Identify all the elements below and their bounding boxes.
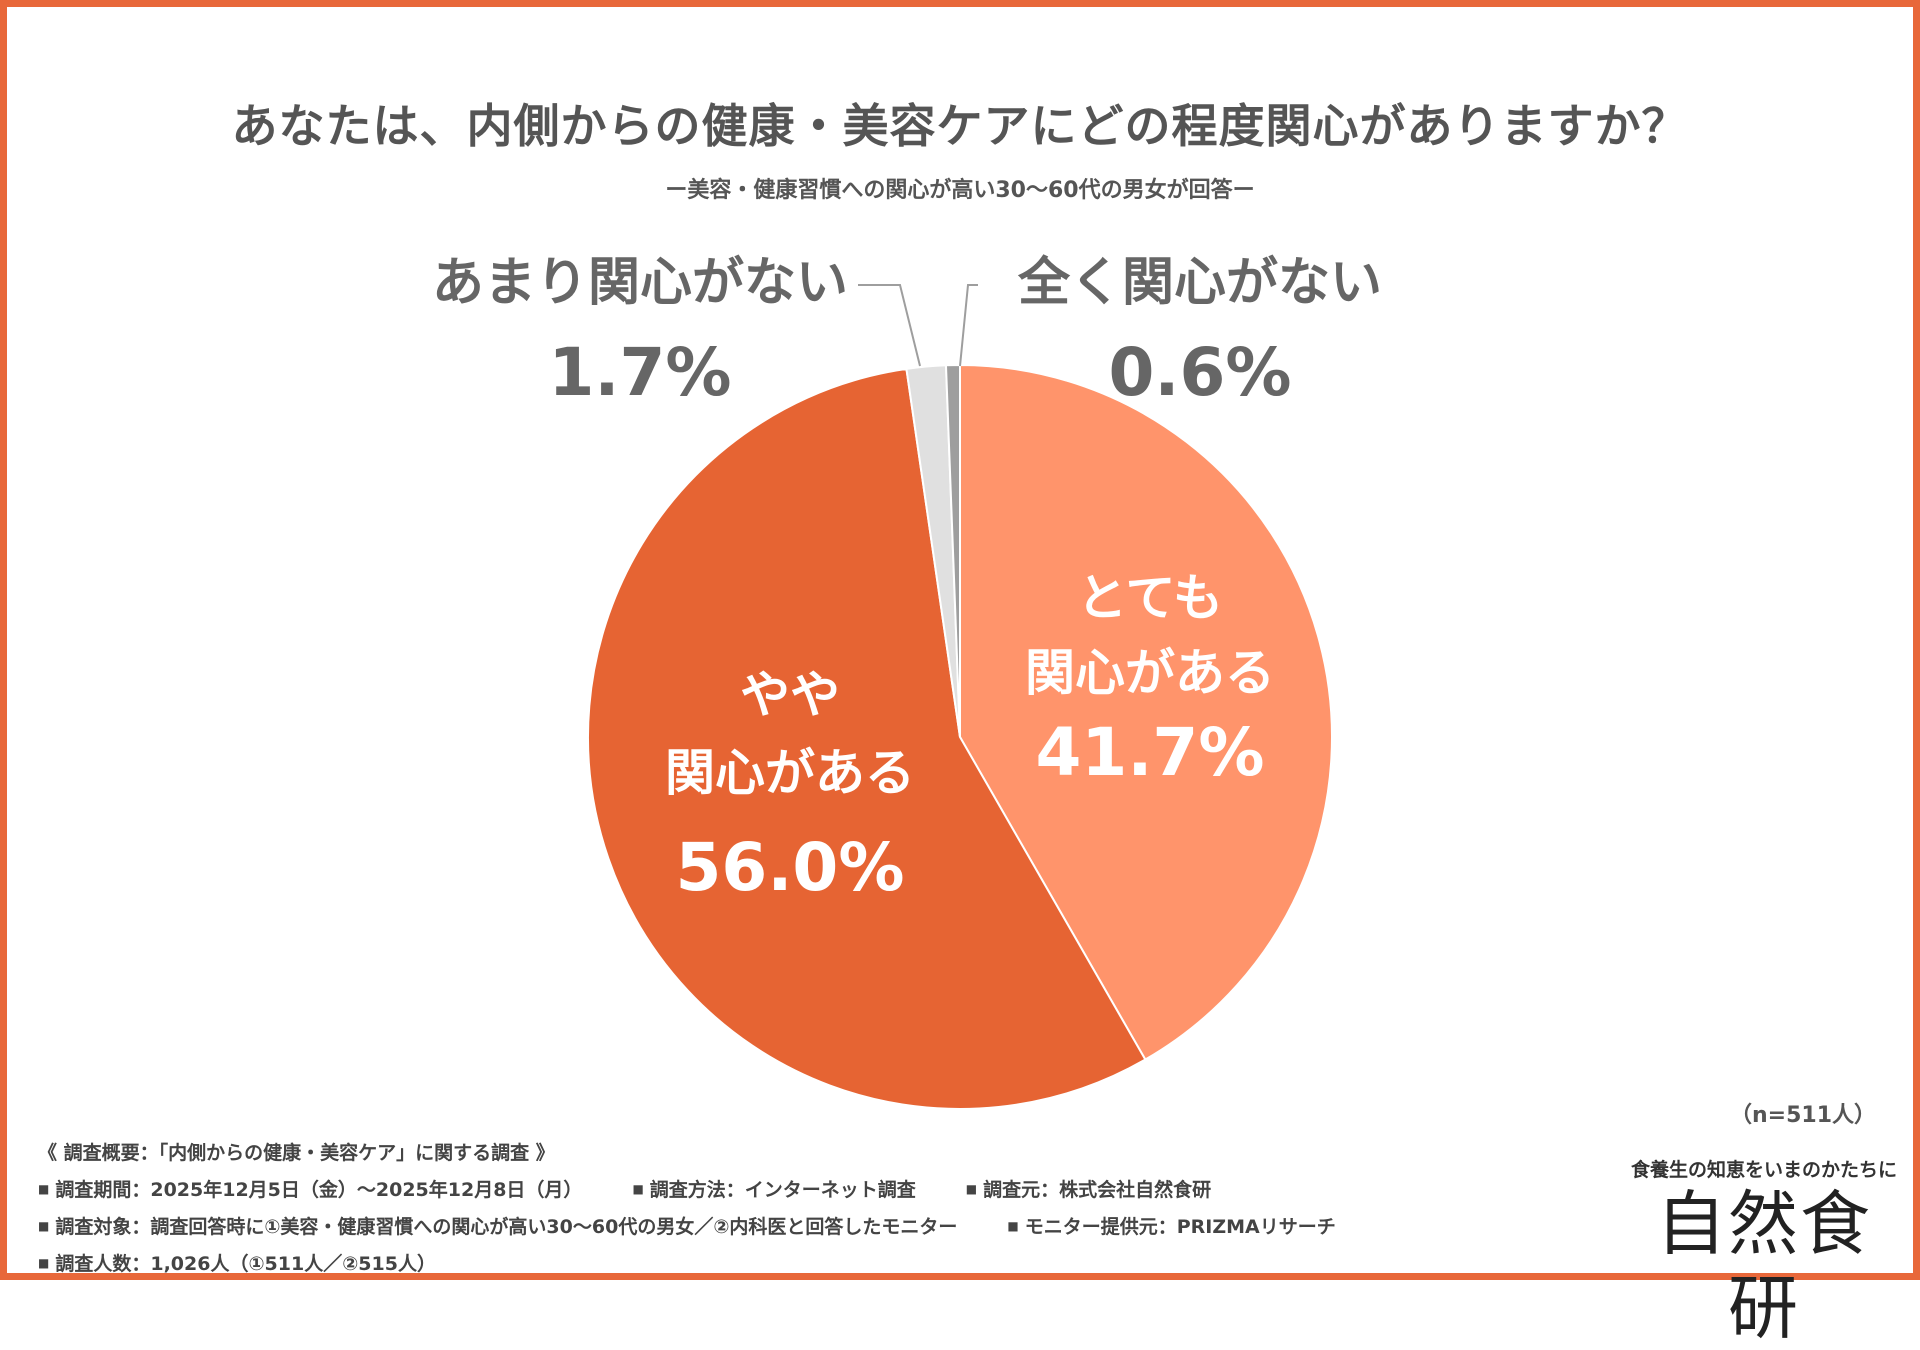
pie-slice-2 (587, 367, 1147, 1110)
slice-value-3: 1.7% (548, 334, 731, 411)
slice-label-1: とても (1077, 569, 1223, 627)
leader-lines (858, 284, 978, 367)
notes-provider: モニター提供元：PRIZMAリサーチ (1024, 1216, 1336, 1238)
bullet-icon: ■ (632, 1182, 644, 1196)
logo-wordmark: 自然食研 (1656, 1183, 1872, 1349)
notes-count: 調査人数：1,026人（①511人／②515人） (55, 1253, 436, 1275)
chart-title: あなたは、内側からの健康・美容ケアにどの程度関心がありますか？ (231, 99, 1689, 153)
pie-slices (587, 363, 1333, 1110)
bullet-icon: ■ (38, 1182, 50, 1196)
survey-notes: 《 調査概要：「内側からの健康・美容ケア」に関する調査 》 ■ 調査期間：2025… (38, 1135, 1336, 1282)
orange-frame (0, 0, 1920, 1280)
notes-period: 調査期間：2025年12月5日（金）〜2025年12月8日（月） (55, 1179, 583, 1201)
notes-row-1: ■ 調査期間：2025年12月5日（金）〜2025年12月8日（月） ■ 調査方法：イ… (38, 1171, 1336, 1208)
chart-subtitle: ー美容・健康習慣への関心が高い30〜60代の男女が回答ー (665, 178, 1255, 203)
logo-tagline: 食養生の知恵をいまのかたちに (1630, 1159, 1897, 1181)
bullet-icon: ■ (965, 1182, 978, 1196)
slice-label-2: やや (740, 666, 840, 724)
pie-labels: とても関心がある41.7%やや関心がある56.0%あまり関心がない1.7%全く関… (432, 253, 1382, 906)
slice-label-1: 関心がある (1025, 644, 1275, 702)
slice-value-2: 56.0% (676, 829, 905, 906)
pie-slice-1 (959, 363, 1333, 1061)
notes-row-2: ■ 調査対象：調査回答時に①美容・健康習慣への関心が高い30〜60代の男女／②内科… (38, 1208, 1336, 1245)
sample-size-label: （n=511人） (1730, 1103, 1877, 1128)
notes-row-3: ■ 調査人数：1,026人（①511人／②515人） (38, 1245, 1336, 1282)
notes-source: 調査元：株式会社自然食研 (983, 1179, 1212, 1201)
bullet-icon: ■ (1007, 1219, 1019, 1233)
notes-target: 調査対象：調査回答時に①美容・健康習慣への関心が高い30〜60代の男女／②内科医… (55, 1216, 958, 1238)
slice-label-2: 関心がある (665, 744, 915, 802)
leader-line-3 (858, 284, 921, 367)
bullet-icon: ■ (38, 1219, 50, 1233)
slice-value-4: 0.6% (1108, 334, 1291, 411)
notes-method: 調査方法：インターネット調査 (649, 1179, 916, 1201)
slice-label-3: あまり関心がない (432, 253, 848, 313)
bullet-icon: ■ (38, 1256, 50, 1270)
brand-logo: 食養生の知恵をいまのかたちに 自然食研 (1630, 1155, 1898, 1350)
pie-chart: とても関心がある41.7%やや関心がある56.0%あまり関心がない1.7%全く関… (432, 253, 1382, 1110)
slice-label-4: 全く関心がない (1017, 253, 1382, 313)
leader-line-4 (959, 284, 978, 367)
notes-heading: 《 調査概要：「内側からの健康・美容ケア」に関する調査 》 (38, 1142, 555, 1164)
slice-value-1: 41.7% (1036, 714, 1265, 791)
